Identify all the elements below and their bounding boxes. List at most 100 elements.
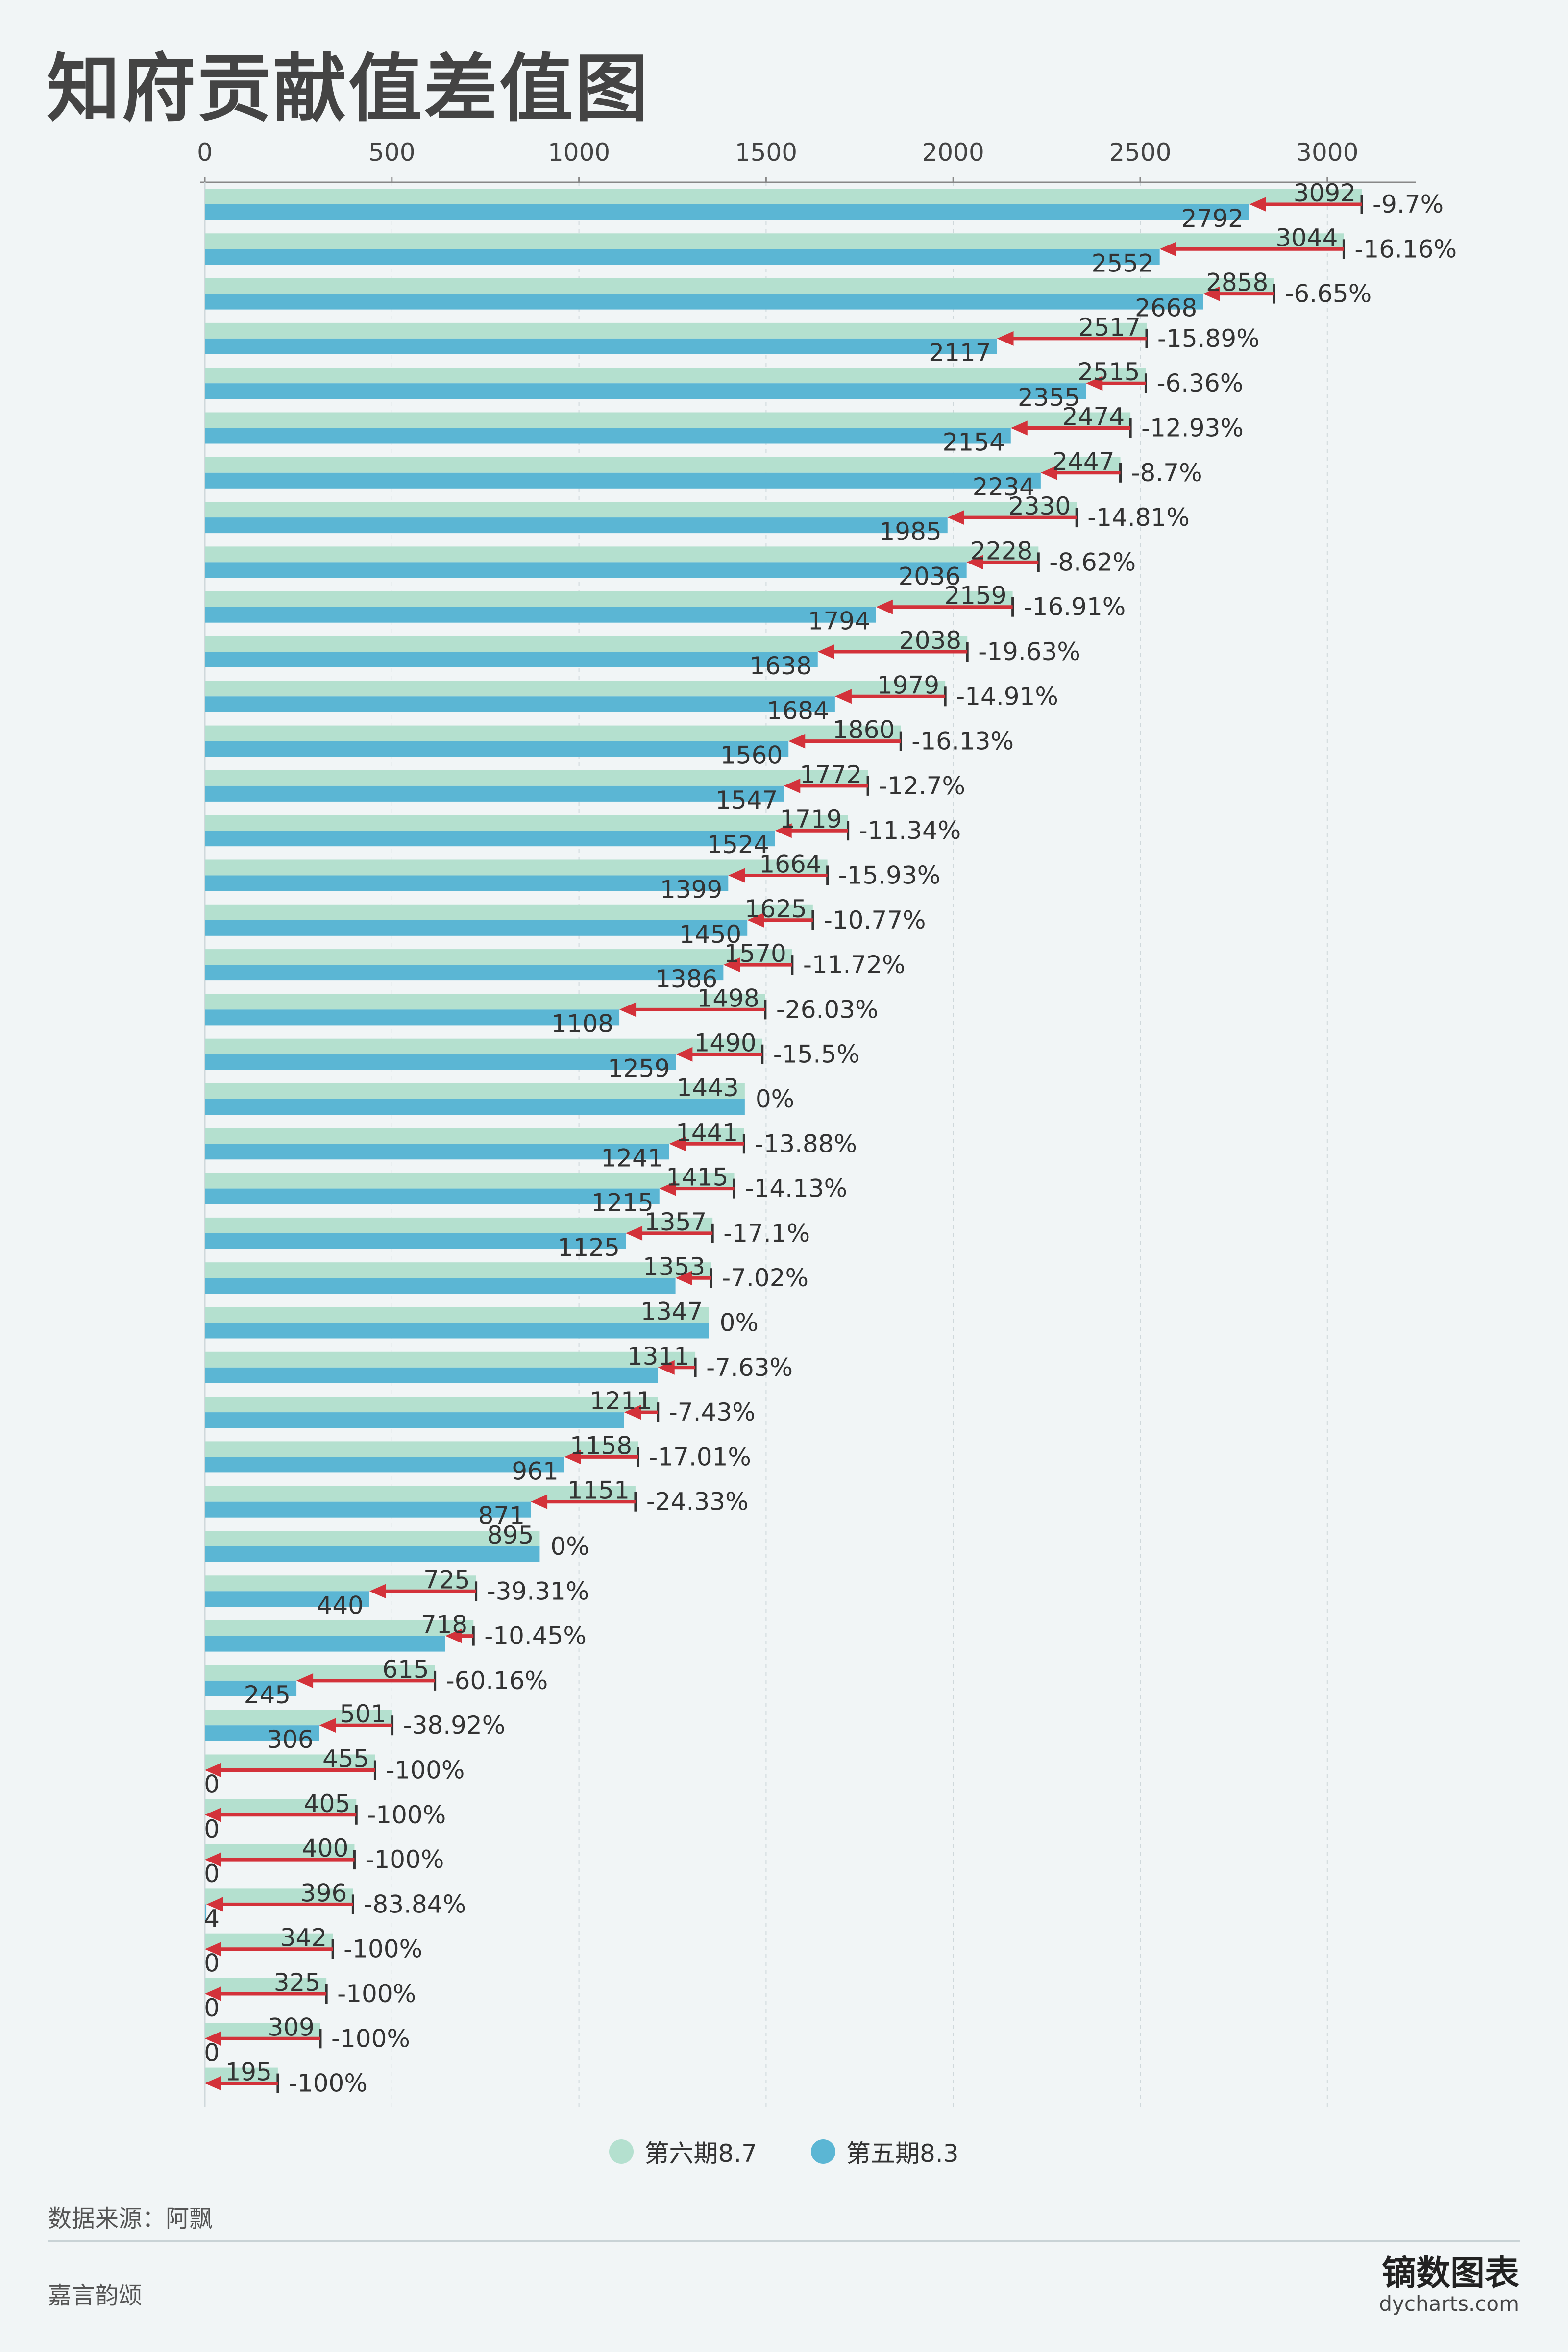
bar-series5	[205, 1233, 626, 1249]
bar-series5	[205, 1323, 709, 1339]
diff-percent-label: -7.63%	[706, 1353, 793, 1382]
bar-series5	[205, 1278, 676, 1294]
diff-arrow-head	[205, 1986, 221, 2001]
legend-item-series5[interactable]: 第五期8.3	[811, 2134, 959, 2169]
value-label-series5: 1399	[660, 876, 722, 904]
diff-percent-label: -17.01%	[649, 1443, 751, 1471]
bar-series6	[205, 457, 1121, 473]
bar-series6	[205, 859, 828, 876]
brand-logo: 镝数图表 dycharts.com	[1379, 2254, 1519, 2316]
value-label-series6: 895	[487, 1521, 534, 1549]
diff-arrow-head	[624, 1405, 641, 1420]
bar-series6	[205, 1262, 711, 1278]
diff-arrow-head	[1203, 286, 1220, 301]
value-label-series6: 3092	[1294, 179, 1356, 207]
diff-percent-label: -10.77%	[824, 906, 926, 934]
bar-series5	[205, 875, 729, 891]
diff-percent-label: -19.63%	[978, 637, 1080, 666]
diff-percent-label: -8.62%	[1049, 548, 1136, 576]
diff-arrow-head	[205, 1807, 221, 1822]
diff-percent-label: -9.7%	[1372, 190, 1444, 219]
value-label-series5: 1684	[767, 696, 829, 725]
value-label-series6: 501	[340, 1700, 386, 1728]
diff-percent-label: -100%	[289, 2069, 368, 2098]
value-label-series6: 1979	[877, 671, 939, 699]
diff-percent-label: -17.1%	[723, 1219, 810, 1248]
diff-arrow-head	[1010, 420, 1028, 436]
bar-series5	[205, 294, 1203, 310]
diff-arrow-head	[775, 823, 792, 838]
bar-series6	[205, 1441, 638, 1457]
diff-arrow-head	[205, 1852, 221, 1867]
value-label-series5: 2117	[929, 339, 991, 367]
bar-series5	[205, 1009, 620, 1026]
value-label-series6: 2159	[944, 582, 1006, 610]
diff-percent-label: -12.7%	[879, 772, 965, 800]
value-label-series5: 1259	[608, 1054, 670, 1083]
diff-percent-label: -83.84%	[364, 1890, 466, 1918]
legend: 第六期8.7 第五期8.3	[0, 2134, 1568, 2169]
bar-series6	[205, 1575, 476, 1592]
diff-percent-label: -12.93%	[1141, 414, 1244, 442]
bar-series6	[205, 1486, 636, 1502]
diff-percent-label: -14.13%	[745, 1175, 847, 1203]
value-label-series5: 0	[204, 1815, 220, 1843]
value-label-series6: 309	[268, 2013, 315, 2041]
author: 嘉言韵颂	[48, 2282, 143, 2309]
bar-series5	[205, 1054, 676, 1070]
diff-percent-label: -8.7%	[1131, 459, 1202, 487]
chart-title: 知府贡献值差值图	[47, 47, 651, 132]
bar-series5	[205, 920, 748, 936]
bar-series5	[205, 1725, 319, 1741]
footer-divider	[48, 2240, 1520, 2242]
diff-arrow-head	[1040, 465, 1057, 480]
diff-percent-label: -24.33%	[646, 1488, 749, 1516]
value-label-series6: 405	[304, 1789, 350, 1818]
diff-arrow-head	[876, 599, 893, 614]
value-label-series6: 1357	[644, 1208, 707, 1236]
bar-series6	[205, 994, 765, 1010]
diff-percent-label: -16.13%	[911, 727, 1014, 756]
bar-series6	[205, 770, 868, 786]
value-label-series6: 615	[382, 1655, 429, 1684]
value-label-series6: 2038	[899, 626, 961, 655]
value-label-series5: 1524	[707, 831, 769, 859]
diff-arrow-head	[1159, 242, 1176, 257]
bar-series6	[205, 1083, 745, 1099]
diff-percent-label: -38.92%	[403, 1711, 506, 1740]
data-labels: 3092 2792 -9.7% 3044 2552 -16.16% 2858 2668 -6.6…	[204, 179, 1457, 2098]
value-label-series5: 1386	[655, 965, 717, 993]
bar-series6	[205, 1799, 357, 1815]
bar-series6	[205, 502, 1077, 518]
value-label-series5: 2036	[898, 562, 960, 590]
diff-arrow-head	[675, 1271, 692, 1286]
data-source: 数据来源：阿飘	[48, 2205, 213, 2232]
diff-arrow-head	[319, 1718, 336, 1733]
legend-swatch-series5	[811, 2139, 835, 2164]
value-label-series6: 2330	[1008, 492, 1071, 520]
diff-percent-label: -14.81%	[1087, 503, 1190, 532]
value-label-series5: 1241	[601, 1144, 663, 1172]
bar-series6	[205, 1307, 709, 1323]
value-label-series6: 1570	[724, 939, 786, 968]
value-label-series6: 2447	[1052, 447, 1114, 476]
diff-arrow-head	[205, 1941, 221, 1957]
bar-series6	[205, 1754, 375, 1770]
bar-series6	[205, 546, 1039, 563]
value-label-series5: 961	[512, 1457, 558, 1485]
value-label-series6: 1211	[589, 1387, 652, 1415]
diff-percent-label: -15.89%	[1157, 324, 1260, 353]
diff-percent-label: -100%	[386, 1756, 465, 1785]
bar-series6	[205, 233, 1344, 249]
diff-percent-label: -6.36%	[1156, 369, 1243, 397]
brand-name: 镝数图表	[1382, 2253, 1519, 2293]
bar-series6	[205, 681, 946, 697]
bar-series5	[205, 1188, 660, 1204]
value-label-series6: 1443	[677, 1074, 739, 1102]
diff-arrow-head	[784, 778, 801, 793]
bar-series5	[205, 428, 1011, 444]
bar-series5	[205, 1144, 669, 1160]
value-label-series5: 1638	[750, 652, 812, 680]
legend-item-series6[interactable]: 第六期8.7	[609, 2134, 757, 2169]
value-label-series6: 2517	[1078, 313, 1141, 342]
